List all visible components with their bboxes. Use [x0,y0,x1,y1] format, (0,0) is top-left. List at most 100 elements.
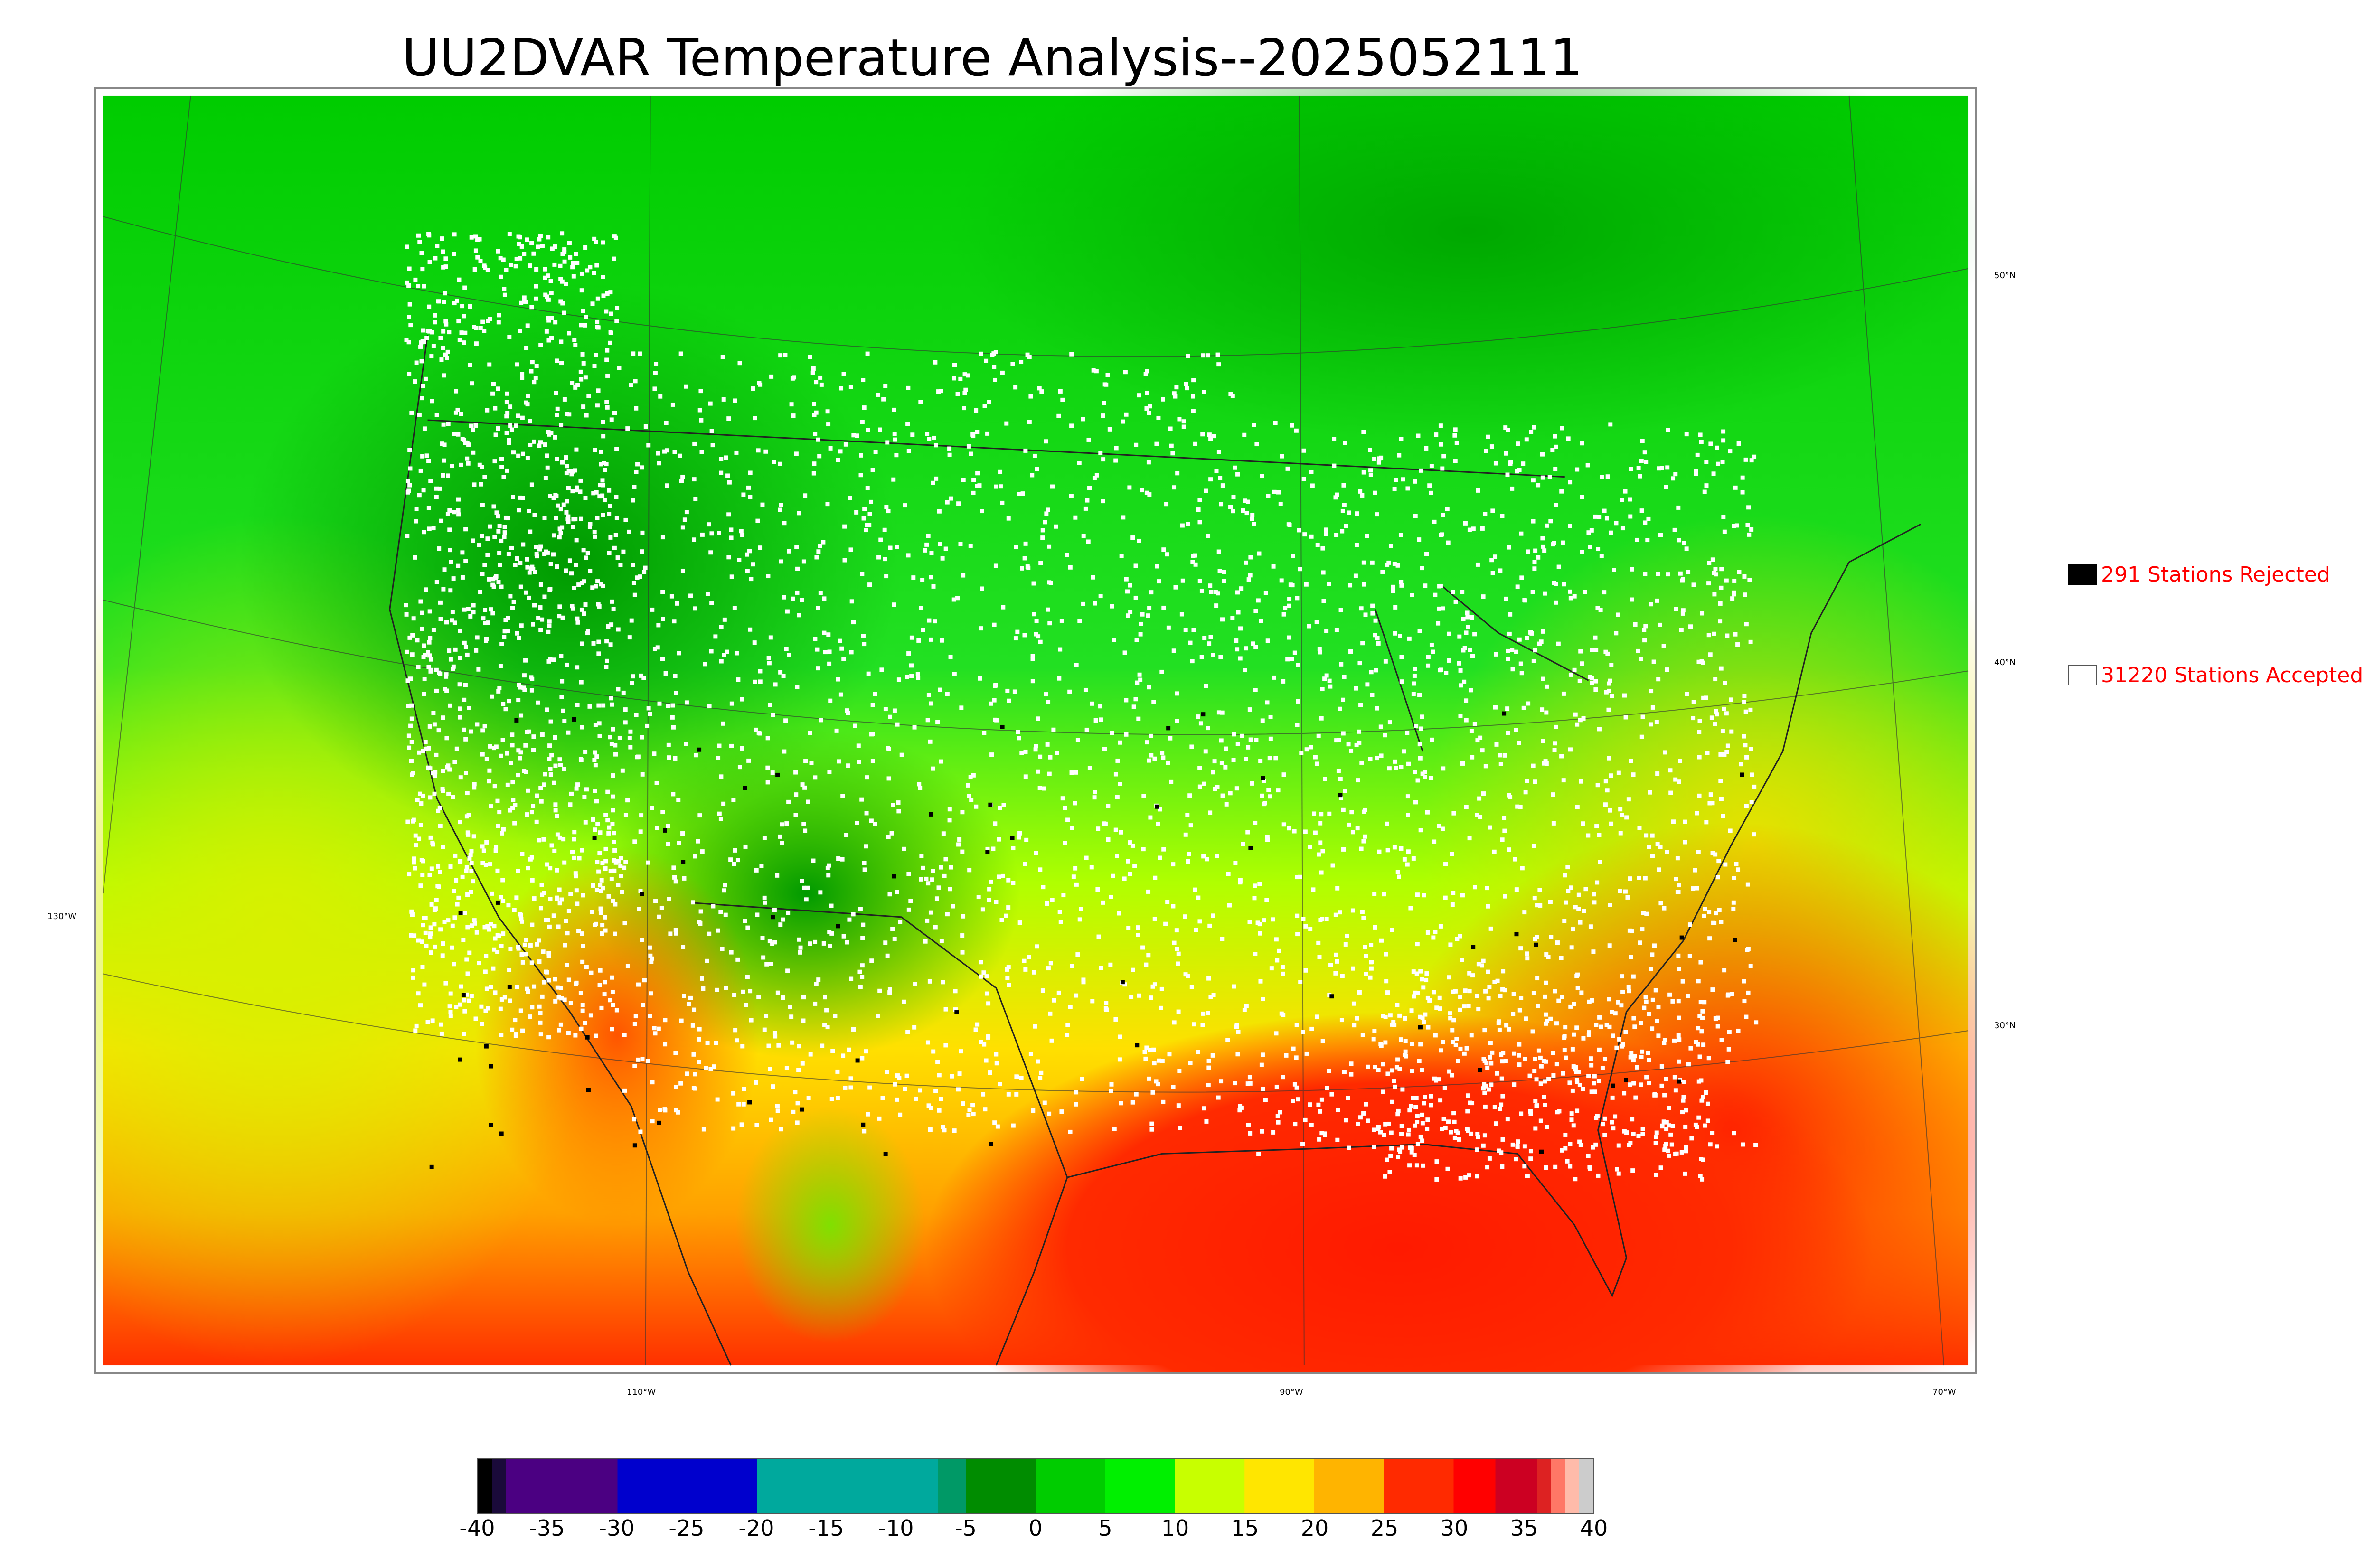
station-dot [731,798,736,802]
station-dot [583,496,588,500]
station-dot [1540,536,1545,541]
station-dot [1533,1057,1537,1061]
station-dot [609,876,614,881]
station-dot [923,939,928,944]
station-dot [1065,1033,1070,1037]
station-dot [1059,618,1064,623]
station-dot [408,723,413,728]
station-dot [545,465,550,470]
station-dot [615,306,620,310]
station-dot [1413,1105,1418,1109]
station-dot [1536,555,1541,560]
station-dot [1506,648,1510,653]
station-dot [909,635,914,640]
station-dot [969,798,974,802]
station-dot [564,455,568,460]
station-dot [1417,693,1422,697]
station-dot [1046,507,1050,512]
station-dot [537,838,541,843]
station-dot [1563,1146,1568,1151]
station-dot [545,970,549,975]
station-dot [578,369,583,374]
station-dot [1568,480,1573,485]
station-dot-rejected [489,1064,493,1069]
station-dot [729,950,734,955]
station-dot [1571,1123,1576,1128]
station-dot [1544,710,1549,715]
station-dot [678,453,682,458]
station-dot [582,611,586,616]
station-dot [531,748,536,752]
station-dot [1631,1016,1636,1021]
station-dot [709,649,714,654]
station-dot [1241,508,1245,513]
station-dot [1360,641,1365,646]
station-dot [515,556,519,561]
station-dot [973,1027,978,1032]
station-dot [460,437,465,441]
station-dot [803,493,808,498]
station-dot [543,772,547,777]
station-dot [433,256,438,261]
station-dot [598,883,603,888]
station-dot [614,516,619,520]
station-dot [951,376,956,381]
station-dot [413,1028,418,1033]
station-dot [1684,1108,1688,1113]
station-dot [444,620,449,625]
station-dot [1694,469,1698,474]
station-dot [819,718,823,723]
station-dot [1260,793,1264,798]
station-dot [623,517,628,522]
station-dot [500,831,505,836]
station-dot [1562,919,1567,923]
station-dot [1075,738,1080,742]
station-dot [605,348,610,353]
station-dot [1443,895,1448,900]
station-dot [1235,472,1240,477]
station-dot [1525,779,1529,783]
station-dot [458,1002,462,1007]
station-dot [463,645,468,649]
station-dot [629,618,634,623]
station-dot [908,899,913,903]
station-dot [427,653,432,658]
station-dot [845,708,849,713]
station-dot [1381,1014,1385,1018]
station-dot [818,591,823,595]
station-dot [1482,1133,1487,1138]
station-dot [1436,621,1441,626]
station-dot [1220,793,1225,798]
station-dot [1019,360,1024,365]
station-dot [974,408,979,413]
station-dot [491,584,496,589]
station-dot [608,504,612,508]
station-dot [1238,626,1243,631]
station-dot [883,707,888,712]
station-dot [1451,1018,1456,1023]
station-dot [865,486,870,490]
station-dot [1275,1114,1280,1118]
station-dot [981,1092,986,1097]
station-dot [1131,704,1136,709]
station-dot [1503,988,1507,993]
lat-label-130w: 130°W [47,911,77,921]
station-dot [1631,1081,1636,1086]
station-dot-rejected [697,747,702,752]
station-dot [407,635,412,640]
station-dot [527,509,531,514]
station-dot [601,293,606,298]
station-dot [553,435,557,440]
station-dot [542,782,546,787]
station-dot [409,740,414,744]
station-dot [1216,1095,1221,1100]
station-dot [685,1071,689,1076]
station-dot [1669,1142,1674,1147]
station-dot [755,518,760,523]
station-dot [1743,592,1747,597]
station-dot [610,822,615,826]
station-dot [1561,691,1566,696]
station-dot [1640,927,1645,932]
station-dot [528,529,533,534]
station-dot [1493,461,1498,466]
